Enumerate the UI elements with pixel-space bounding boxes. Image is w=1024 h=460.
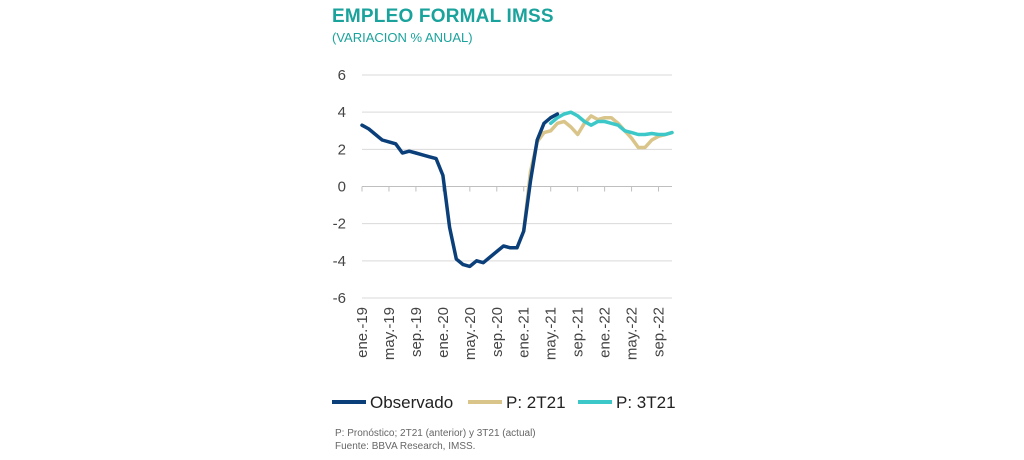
series-lines	[360, 110, 674, 269]
x-tick-label: ene.-22	[597, 307, 614, 358]
legend-label: P: 2T21	[506, 393, 566, 412]
series-line-0	[360, 112, 560, 269]
y-tick-label: -4	[333, 253, 346, 270]
series-line-1	[521, 114, 674, 233]
footnote-forecast: P: Pronóstico; 2T21 (anterior) y 3T21 (a…	[335, 428, 536, 439]
legend: Observado P: 2T21 P: 3T21	[332, 393, 676, 412]
series-line-2	[548, 110, 674, 137]
x-tick-label: sep.-19	[408, 307, 425, 357]
x-tick-label: sep.-20	[489, 307, 506, 357]
y-tick-label: -2	[333, 216, 346, 233]
x-tick-label: sep.-21	[570, 307, 587, 357]
y-tick-label: 6	[338, 67, 346, 84]
y-tick-label: 2	[338, 141, 346, 158]
y-tick-label: 4	[338, 104, 346, 121]
x-tick-label: ene.-19	[354, 307, 371, 358]
x-tick-label: sep.-22	[651, 307, 668, 357]
x-tick-label: may.-21	[543, 307, 560, 360]
x-tick-label: may.-22	[624, 307, 641, 360]
y-tick-label: 0	[338, 179, 346, 196]
chart-title: EMPLEO FORMAL IMSS	[332, 6, 554, 27]
chart-subtitle: (VARIACION % ANUAL)	[332, 30, 473, 45]
x-tick-label: may.-19	[381, 307, 398, 360]
x-axis: ene.-19 may.-19 sep.-19 ene.-20 may.-20 sep.-…	[354, 186, 672, 360]
x-tick-label: may.-20	[462, 307, 479, 360]
y-axis-ticks: 6 4 2 0 -2 -4 -6	[333, 67, 346, 307]
x-tick-label: ene.-20	[435, 307, 452, 358]
y-tick-label: -6	[333, 290, 346, 307]
legend-label: P: 3T21	[616, 393, 676, 412]
footnote-source: Fuente: BBVA Research, IMSS.	[335, 441, 476, 452]
x-tick-label: ene.-21	[516, 307, 533, 358]
legend-label: Observado	[370, 393, 453, 412]
grid-lines	[362, 74, 672, 299]
